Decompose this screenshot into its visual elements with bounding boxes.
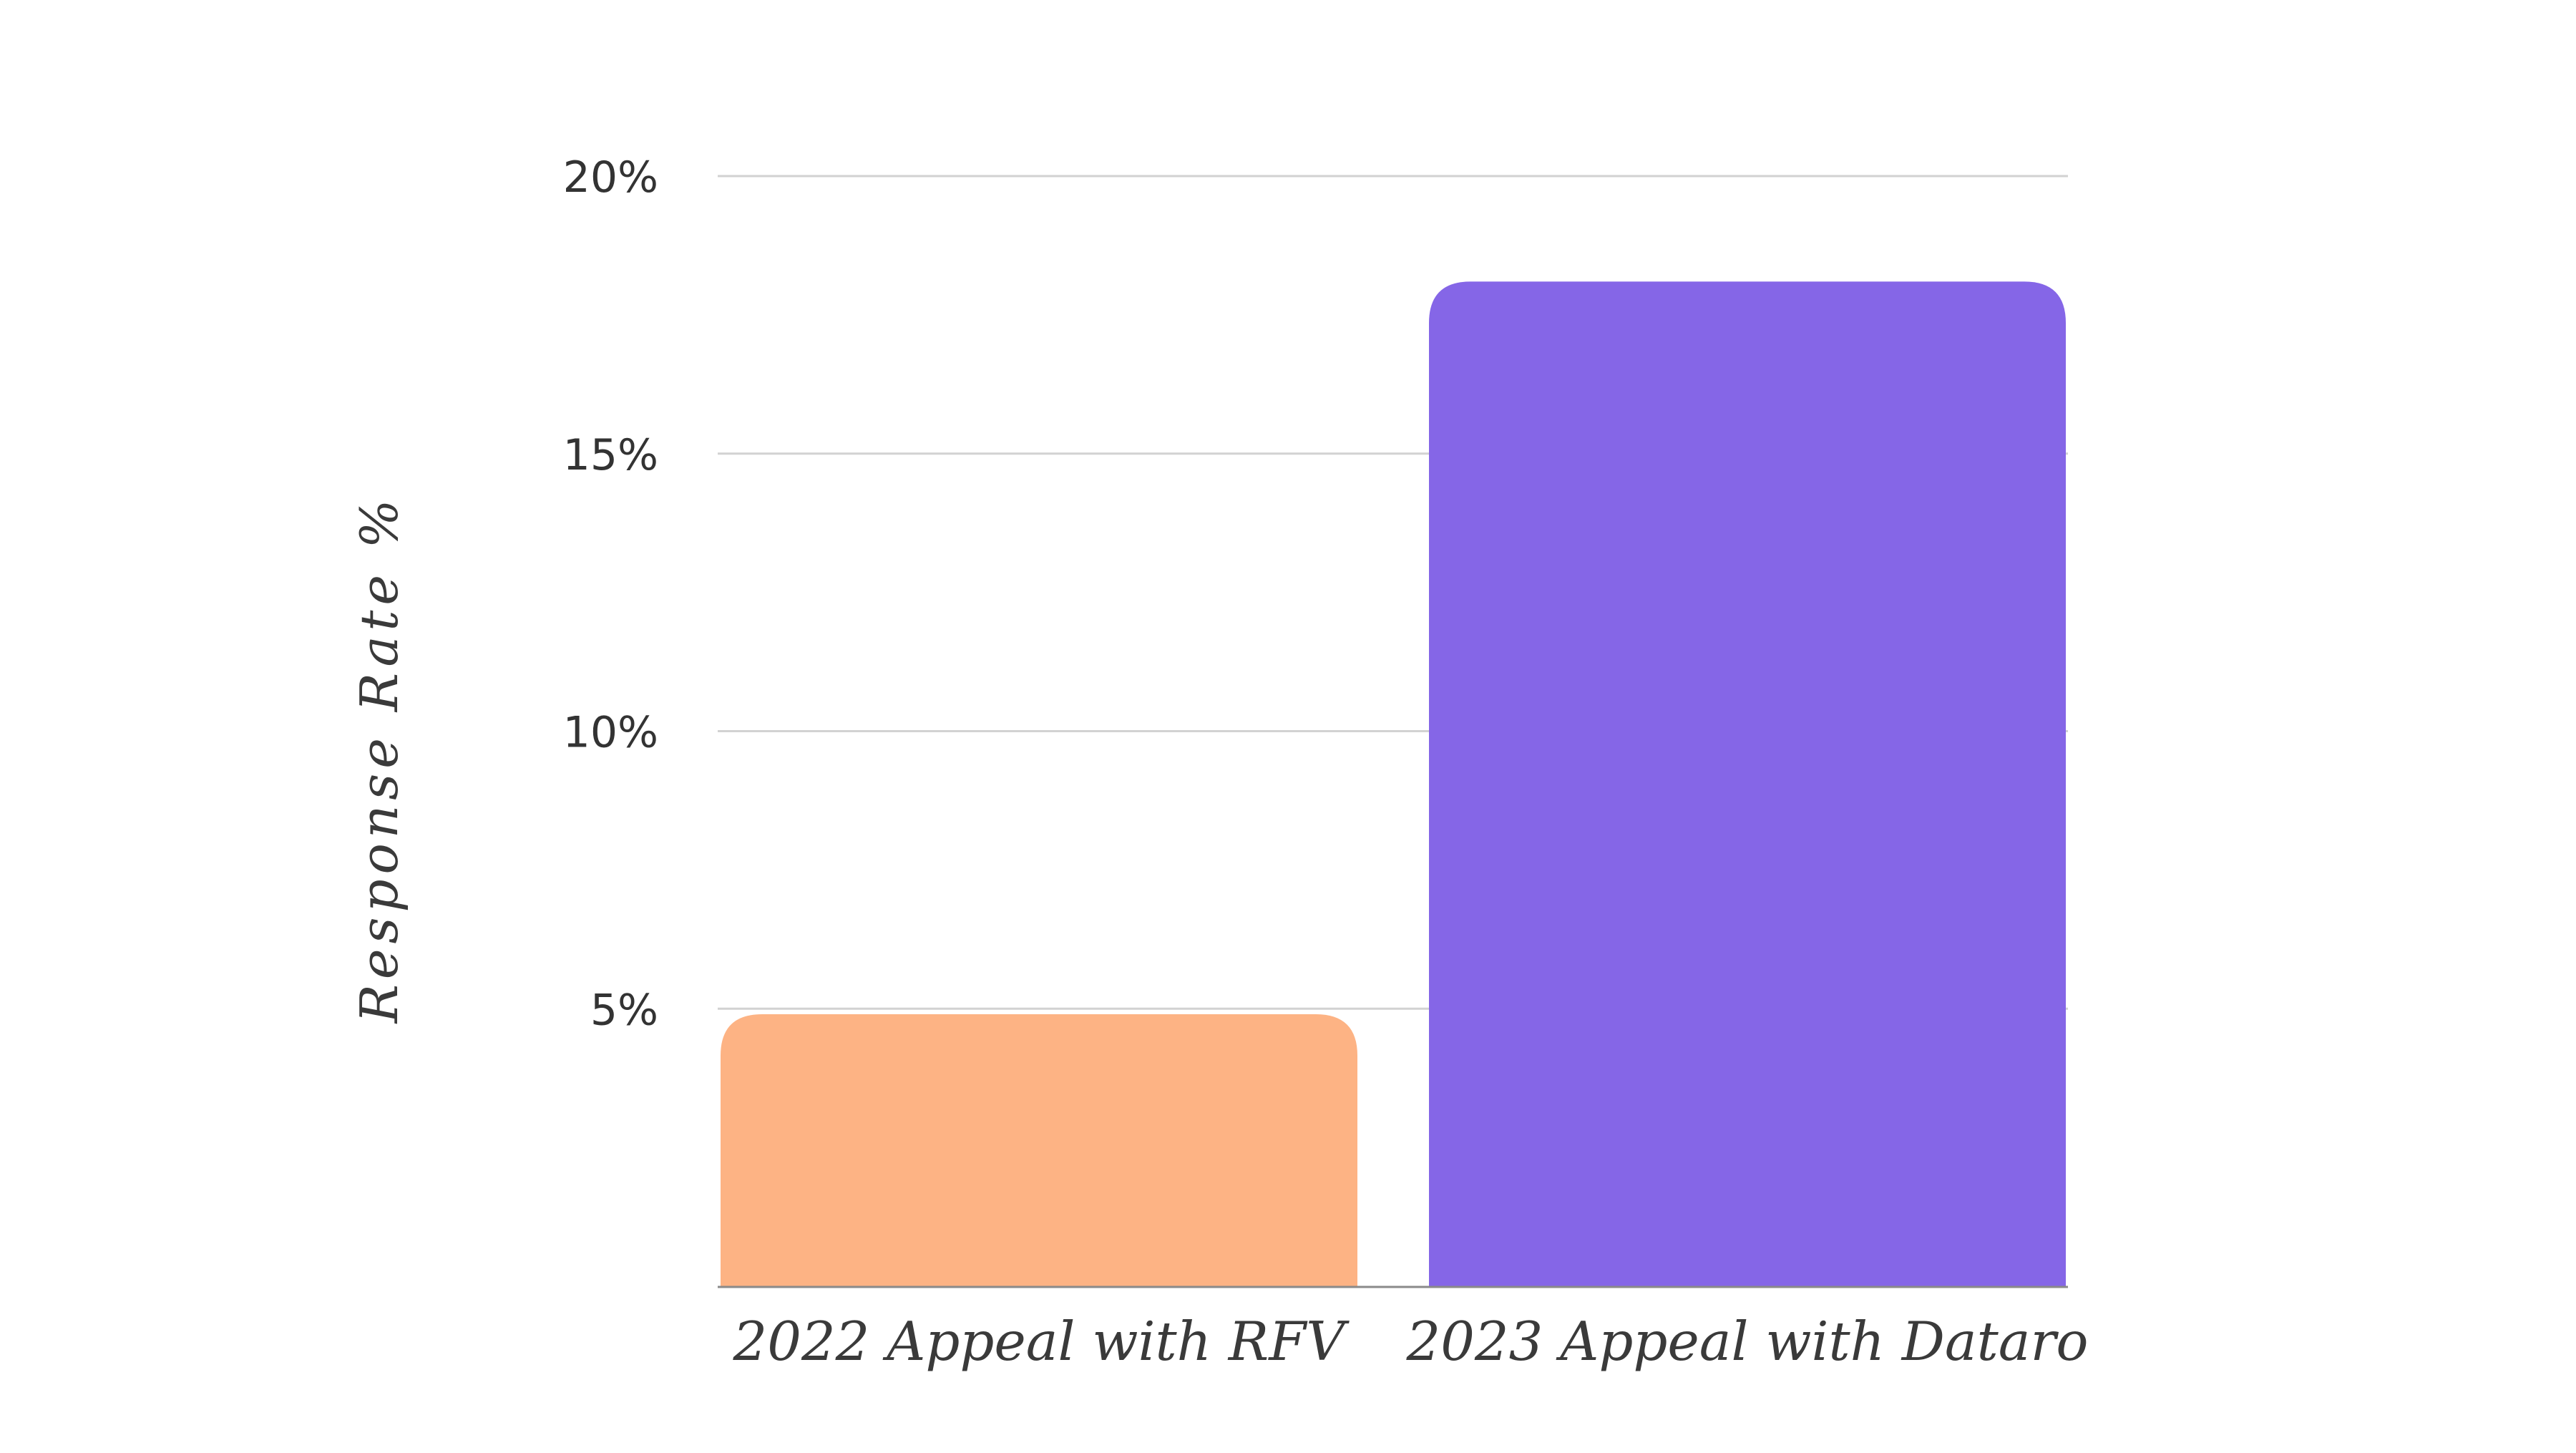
- y-tick-label: 5%: [590, 985, 658, 1035]
- y-tick-label: 15%: [563, 430, 658, 480]
- x-category-label: 2023 Appeal with Dataro: [1406, 1310, 2089, 1373]
- bar: [1429, 281, 2066, 1287]
- y-tick-label: 10%: [563, 708, 658, 758]
- y-tick-label: 20%: [563, 152, 658, 203]
- x-category-label: 2022 Appeal with RFV: [733, 1310, 1350, 1373]
- axes: 5% 10% 15% 20% 2022 Appeal with RFV 2023 Appe…: [563, 152, 2089, 1373]
- y-axis-title: Response Rate %: [349, 495, 409, 1025]
- bar: [721, 1014, 1357, 1286]
- bars: [721, 281, 2066, 1287]
